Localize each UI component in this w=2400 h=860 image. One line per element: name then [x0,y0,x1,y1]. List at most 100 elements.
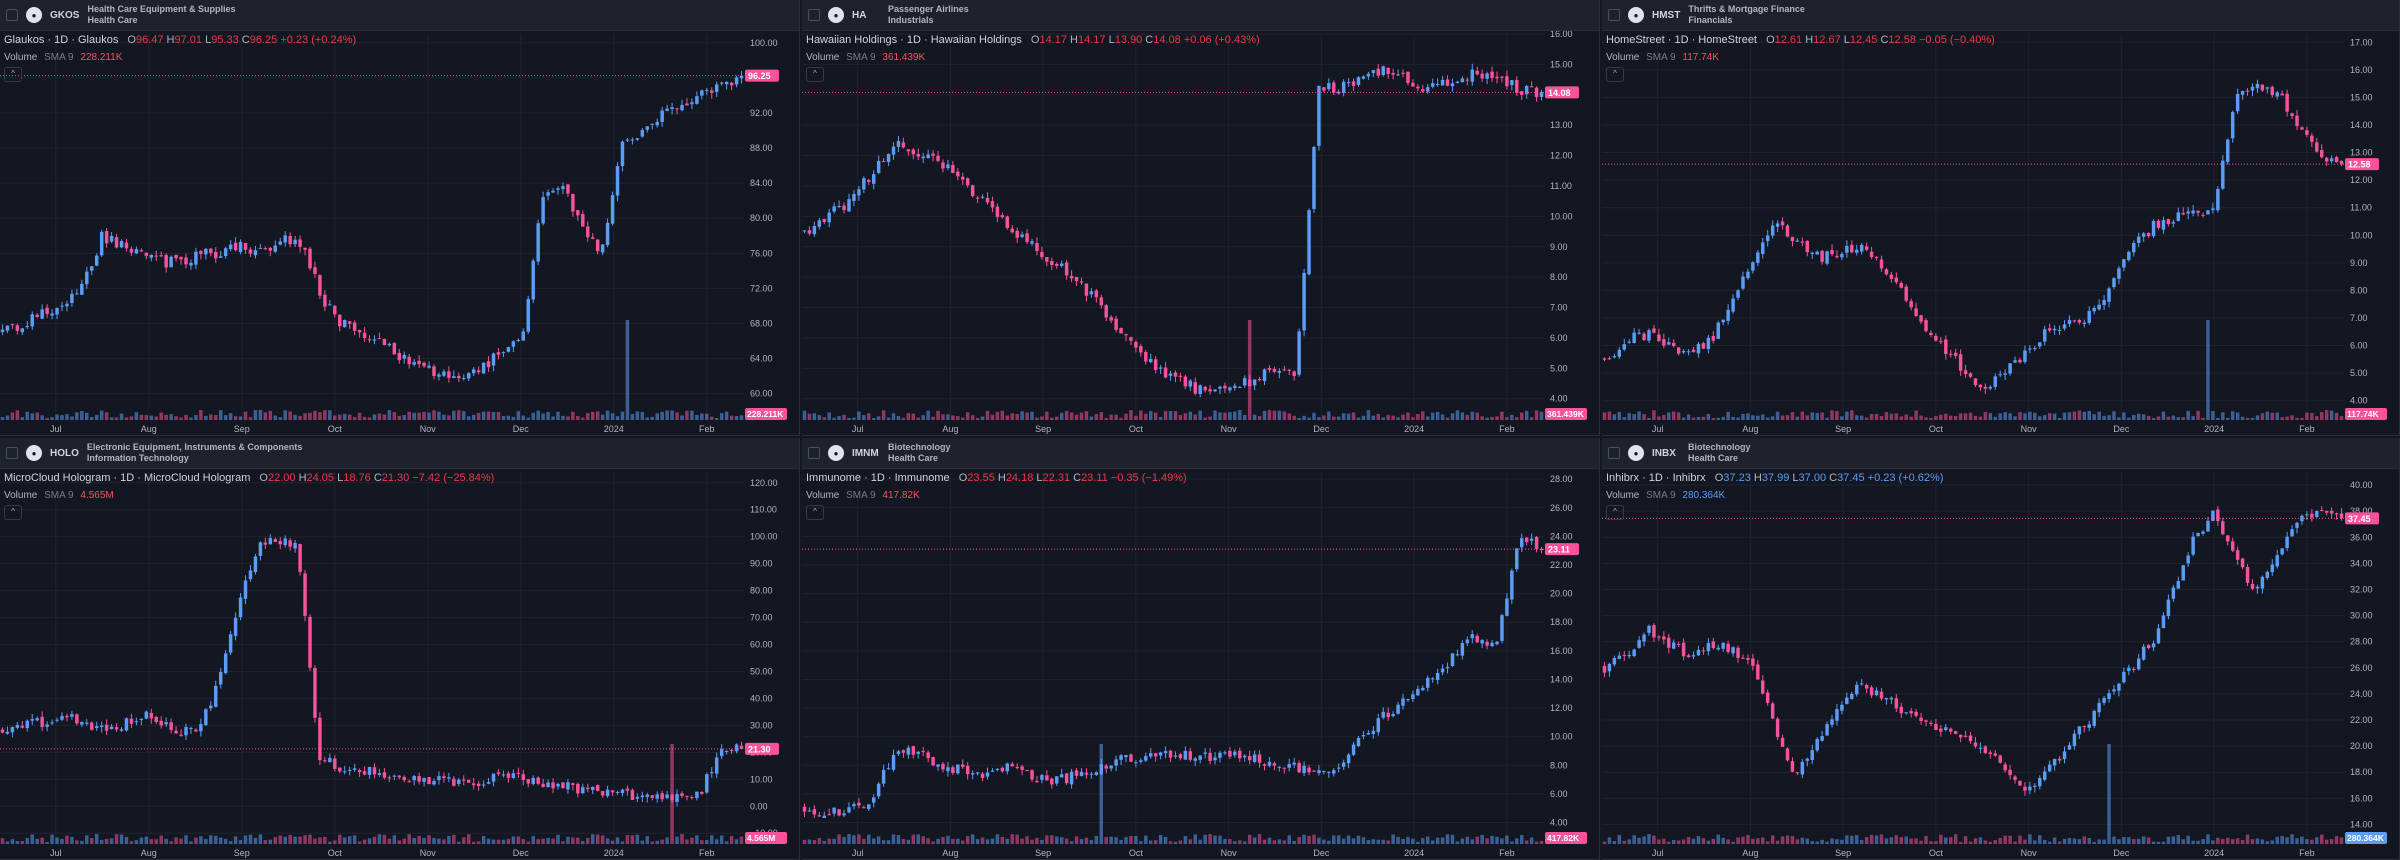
symbol-label[interactable]: IMNM [852,447,879,459]
select-checkbox[interactable] [808,9,820,21]
collapse-legend-button[interactable]: ^ [4,67,22,82]
instrument-title[interactable]: Immunome · 1D · Immunome [806,472,950,484]
instrument-title[interactable]: MicroCloud Hologram · 1D · MicroCloud Ho… [4,472,251,484]
volume-bar [1944,837,1948,844]
candle-body [660,793,664,800]
price-chart[interactable]: 28.0026.0024.0022.0020.0018.0016.0014.00… [802,438,1600,860]
chart-panel-gkos[interactable]: 100.0096.0092.0088.0084.0080.0076.0072.0… [0,0,800,436]
candle-body [258,247,263,249]
collapse-legend-button[interactable]: ^ [1606,505,1624,520]
candle-body [1020,234,1024,237]
chart-panel-ha[interactable]: 16.0015.0014.0013.0012.0011.0010.009.008… [802,0,1600,436]
volume-bar [1000,410,1005,420]
price-chart[interactable]: 17.0016.0015.0014.0013.0012.0011.0010.00… [1602,0,2400,436]
volume-bar [2117,417,2121,420]
y-tick-label: 100.00 [750,38,778,48]
volume-legend[interactable]: Volume SMA 9 4.565M [4,490,114,501]
volume-bar [328,841,332,844]
candle-body [2230,541,2235,551]
volume-bar [1213,410,1217,420]
volume-bar [1188,411,1193,420]
chart-panel-holo[interactable]: 120.00 110.00 100.00 90.00 80.00 70.00 60.00 50… [0,438,800,860]
chart-panel-hmst[interactable]: 17.00 16.00 15.00 14.00 13.00 12.00 11.00 10.00… [1602,0,2400,436]
industry-info: Thrifts & Mortgage Finance Financials [1688,4,1805,26]
chart-panel-inbx[interactable]: 40.00 38.00 36.00 34.00 32.00 30.00 28.00 26.00… [1602,438,2400,860]
price-chart[interactable]: 120.00110.00100.0090.0080.0070.0060.0050… [0,438,800,860]
volume-bar [2310,413,2314,420]
volume-bar [1317,837,1321,844]
candle-body [1010,228,1014,233]
volume-legend[interactable]: Volume SMA 9 280.364K [1606,490,1725,501]
candle-body [1025,770,1029,772]
symbol-label[interactable]: HMST [1652,9,1681,21]
volume-bar [1366,410,1371,420]
price-chart[interactable]: 40.0038.0036.0034.0032.0030.0028.0026.00… [1602,438,2400,860]
candle-body [422,778,426,782]
select-checkbox[interactable] [808,447,820,459]
instrument-title[interactable]: HomeStreet · 1D · HomeStreet [1606,34,1757,46]
volume-bar [566,836,570,844]
candle-body [2324,157,2329,162]
candle-body [1173,372,1178,377]
candle-body [2038,342,2042,347]
volume-bar [338,834,342,844]
candle-body [1005,763,1010,772]
candle-body [1129,337,1133,341]
symbol-label[interactable]: GKOS [50,9,80,21]
candle-body [1756,664,1760,680]
select-checkbox[interactable] [1608,447,1620,459]
candle-body [218,672,223,685]
candle-body [1312,770,1316,772]
candle-body [1341,762,1346,767]
candle-body [536,223,540,262]
volume-bar [1953,415,1958,420]
volume-tag: 417.82K [1547,833,1580,843]
select-checkbox[interactable] [6,9,18,21]
symbol-label[interactable]: INBX [1652,447,1676,459]
candle-body [1919,315,1923,322]
symbol-label[interactable]: HA [852,9,867,21]
volume-bar [1376,413,1381,420]
volume-bar [65,414,69,420]
volume-legend[interactable]: Volume SMA 9 417.82K [806,490,920,501]
instrument-title[interactable]: Hawaiian Holdings · 1D · Hawaiian Holdin… [806,34,1022,46]
volume-legend[interactable]: Volume SMA 9 361.439K [806,52,925,63]
volume-legend[interactable]: Volume SMA 9 228.211K [4,52,122,63]
volume-bar [1426,836,1430,844]
volume-legend[interactable]: Volume SMA 9 117.74K [1606,52,1719,63]
candle-body [906,747,911,755]
candle-body [1242,378,1247,386]
volume-bar [442,839,446,844]
collapse-legend-button[interactable]: ^ [806,505,824,520]
chart-panel-imnm[interactable]: 28.00 26.00 24.00 22.00 20.00 18.00 16.00 14.00… [802,438,1600,860]
volume-bar [541,838,545,844]
candle-body [1198,385,1202,394]
collapse-legend-button[interactable]: ^ [806,67,824,82]
candle-body [149,713,154,719]
volume-bar [975,839,980,844]
candle-body [2295,522,2299,528]
select-checkbox[interactable] [1608,9,1620,21]
candle-body [60,715,64,720]
symbol-label[interactable]: HOLO [50,447,79,459]
select-checkbox[interactable] [6,447,18,459]
volume-bar [1351,838,1356,844]
candle-body [1223,385,1227,389]
instrument-title[interactable]: Glaukos · 1D · Glaukos [4,34,119,46]
collapse-legend-button[interactable]: ^ [4,505,22,520]
volume-bar [2230,411,2235,420]
candle-body [342,319,347,328]
candle-body [447,777,451,779]
volume-bar [1233,841,1237,844]
instrument-title[interactable]: Inhibrx · 1D · Inhibrx [1606,472,1706,484]
candle-body [452,376,456,379]
volume-bar [1929,417,1933,420]
price-chart[interactable]: 16.0015.0014.0013.0012.0011.0010.009.008… [802,0,1600,436]
volume-bar [214,415,218,420]
volume-bar [1287,413,1291,420]
candle-body [1820,736,1824,741]
price-chart[interactable]: 100.0096.0092.0088.0084.0080.0076.0072.0… [0,0,800,436]
collapse-legend-button[interactable]: ^ [1606,67,1624,82]
volume-bar [837,416,841,420]
candle-body [228,244,233,250]
